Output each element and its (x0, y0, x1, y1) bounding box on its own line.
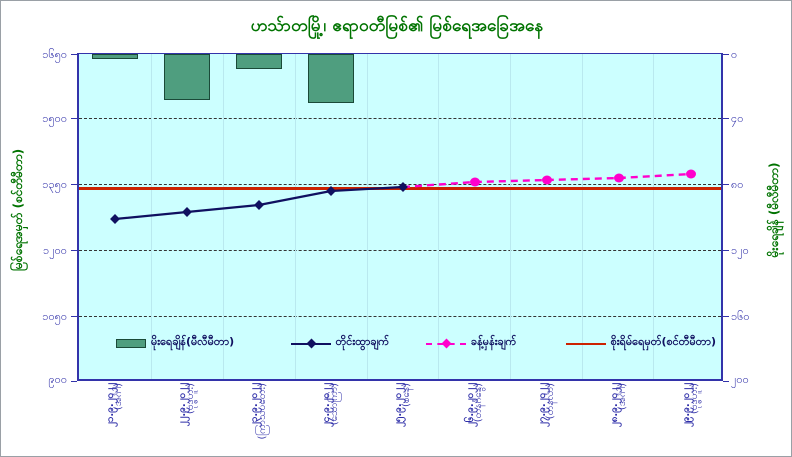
legend-swatch-forecast-icon (425, 338, 466, 348)
x-tick-weekday: (တနင်္ဂနွေ) (473, 383, 484, 423)
vgrid-8 (653, 54, 654, 379)
x-tick-weekday: (သောကြာ) (329, 383, 340, 426)
chart-legend: မိုးရေချိန်(မီလီမီတာ) တိုင်းထွာချက် ခန့်… (116, 332, 716, 354)
x-tick-5: ၂၆.၉.၂၀၂၂ (တနင်္ဂနွေ) (465, 383, 484, 457)
bar-rainfall-1 (164, 54, 210, 100)
point-forecast-3 (686, 169, 696, 179)
legend-item-danger-level[interactable]: စိုးရိမ်ရေမှတ်(စင်တီမီတာ) (565, 335, 717, 351)
legend-label-rainfall: မိုးရေချိန်(မီလီမီတာ) (151, 335, 235, 348)
tickmark-right-3 (723, 250, 729, 251)
vgrid-2 (223, 54, 224, 379)
y-tick-right-0: ၀ (731, 48, 738, 61)
x-tick-weekday: (အင်္ဂါ) (617, 383, 628, 411)
y-tick-right-5: ၂၀၀ (731, 373, 749, 386)
point-forecast-0 (470, 177, 480, 187)
x-tick-weekday: (စနေ) (401, 383, 412, 408)
x-tick-2: ၂၃.၉.၂၀၂၂ (ကြာသပတေး) (249, 383, 268, 457)
chart-title: ဟသ်ာတမြို့၊ ဧရာဝတီမြစ်၏ မြစ်ရေအခြေအနေ (250, 16, 544, 36)
tickmark-left-2 (71, 184, 77, 185)
x-tick-weekday: (အင်္ဂါ) (113, 383, 124, 411)
x-tick-6: ၂၇.၉.၂၀၂၂ (တနင်္လာ) (537, 383, 556, 457)
y-tick-right-2: ၈၀ (731, 178, 744, 191)
y-tick-right-4: ၁၆၀ (731, 310, 750, 323)
plot-area: မိုးရေချိန်(မီလီမီတာ) တိုင်းထွာချက် ခန့်… (77, 53, 723, 381)
x-tick-weekday: (တနင်္လာ) (545, 383, 556, 420)
point-forecast-1 (542, 175, 552, 185)
vgrid-6 (510, 54, 511, 379)
y-tick-left-4: ၁၀၅၀ (42, 310, 67, 323)
y-tick-left-2: ၁၃၅၀ (42, 178, 67, 191)
x-tick-4: ၂၅.၉.၂၀၂၂ (စနေ) (393, 383, 412, 457)
legend-label-forecast: ခန့်မှန်းချက် (470, 335, 517, 348)
tickmark-left-5 (71, 381, 77, 382)
x-axis-labels: ၂၁.၉.၂၀၂၂ (အင်္ဂါ) ၂၂.၉.၂၀၂၂ (ဗုဒ္ဓဟူး) ၂၃… (77, 383, 723, 457)
tickmark-left-0 (71, 54, 77, 55)
legend-item-rainfall[interactable]: မိုးရေချိန်(မီလီမီတာ) (116, 335, 291, 351)
tickmark-right-4 (723, 316, 729, 317)
vgrid-5 (438, 54, 439, 379)
legend-item-measured[interactable]: တိုင်းထွာချက် (290, 335, 426, 351)
gridline-1500 (79, 118, 721, 119)
legend-swatch-bar-icon (116, 338, 146, 348)
tickmark-right-2 (723, 184, 729, 185)
x-tick-1: ၂၂.၉.၂၀၂၂ (ဗုဒ္ဓဟူး) (177, 383, 196, 457)
tickmark-left-1 (71, 118, 77, 119)
point-forecast-2 (614, 173, 624, 183)
x-tick-weekday: (ဗုဒ္ဓဟူး) (185, 383, 196, 415)
legend-item-forecast[interactable]: ခန့်မှန်းချက် (425, 335, 566, 351)
tickmark-right-1 (723, 118, 729, 119)
x-tick-8: ၂၉.၉.၂၀၂၂ (ဗုဒ္ဓဟူး) (681, 383, 700, 457)
bar-rainfall-3 (308, 54, 354, 103)
tickmark-left-3 (71, 250, 77, 251)
tickmark-left-4 (71, 316, 77, 317)
y-tick-left-3: ၁၂၀၀ (43, 244, 67, 257)
x-tick-7: ၂၈.၉.၂၀၂၂ (အင်္ဂါ) (609, 383, 628, 457)
legend-label-danger-level: စိုးရိမ်ရေမှတ်(စင်တီမီတာ) (610, 335, 717, 348)
y-tick-left-1: ၁၅၀၀ (42, 112, 67, 125)
y-axis-right-title: မိုးရေချိန် (မီလီမီတာ) (767, 162, 781, 258)
gridline-1200 (79, 250, 721, 251)
bar-rainfall-0 (92, 54, 138, 59)
y-tick-left-0: ၁၆၅၀ (42, 48, 67, 61)
legend-swatch-measured-icon (290, 338, 331, 348)
legend-swatch-danger-icon (565, 339, 606, 348)
x-tick-weekday: (ကြာသပတေး) (257, 383, 268, 440)
y-tick-right-3: ၁၂၀ (731, 244, 749, 257)
tickmark-right-5 (723, 381, 729, 382)
x-tick-0: ၂၁.၉.၂၀၂၂ (အင်္ဂါ) (105, 383, 124, 457)
y-tick-right-1: ၄၀ (731, 112, 744, 125)
x-tick-3: ၂၄.၉.၂၀၂၂ (သောကြာ) (321, 383, 340, 457)
y-tick-left-5: ၉၀၀ (48, 373, 67, 386)
bar-rainfall-2 (236, 54, 282, 69)
x-tick-weekday: (ဗုဒ္ဓဟူး) (689, 383, 700, 415)
vgrid-3 (295, 54, 296, 379)
vgrid-4 (367, 54, 368, 379)
y-axis-left-title: မြစ်ရေအမှတ် (စင်တီမီတာ) (11, 148, 25, 272)
gridline-1050 (79, 316, 721, 317)
legend-label-measured: တိုင်းထွာချက် (335, 335, 390, 348)
tickmark-right-0 (723, 54, 729, 55)
vgrid-7 (582, 54, 583, 379)
